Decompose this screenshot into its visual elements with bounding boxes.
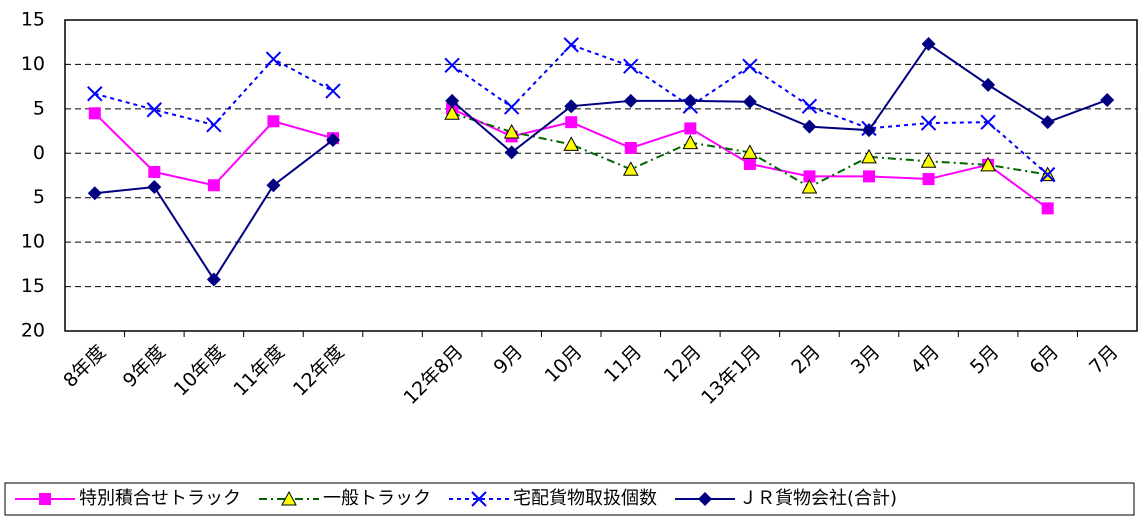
marker — [281, 490, 297, 506]
marker — [326, 132, 340, 147]
marker — [743, 157, 756, 170]
marker — [265, 51, 282, 67]
marker — [206, 272, 221, 287]
legend-label: 特別積合せトラック — [79, 488, 241, 509]
marker — [980, 114, 996, 130]
marker — [683, 93, 698, 108]
marker — [801, 178, 818, 194]
marker — [564, 99, 579, 114]
x-tick-label: 7月 — [1085, 341, 1123, 379]
marker — [504, 145, 519, 160]
x-tick-label: 9月 — [490, 341, 528, 379]
marker — [266, 178, 281, 193]
x-tick-label: 4月 — [906, 341, 944, 379]
x-tick-label: 13年1月 — [697, 341, 765, 409]
x-tick-label: 12月 — [660, 341, 706, 387]
y-tick-label: 15 — [21, 275, 45, 297]
marker — [206, 117, 222, 133]
x-tick-label: 5月 — [966, 341, 1004, 379]
x-tick-label: 10年度 — [170, 341, 230, 401]
y-tick-label: 5 — [33, 186, 45, 208]
marker — [503, 99, 520, 115]
marker — [1039, 166, 1056, 183]
marker — [623, 58, 639, 74]
x-tick-label: 3月 — [847, 341, 885, 379]
legend-label: 一般トラック — [323, 488, 431, 509]
marker — [742, 94, 757, 109]
y-tick-label: 10 — [21, 231, 45, 253]
marker — [267, 115, 280, 128]
x-tick-label: 11月 — [600, 341, 646, 387]
marker — [563, 136, 580, 151]
y-tick-label: 0 — [33, 142, 45, 164]
marker — [39, 493, 51, 505]
marker — [1041, 202, 1054, 215]
marker — [503, 123, 520, 139]
marker — [623, 93, 638, 108]
marker — [684, 122, 697, 135]
marker — [801, 98, 818, 114]
y-tick-label: 10 — [21, 53, 45, 75]
x-tick-label: 10月 — [541, 341, 587, 387]
plot-frame — [64, 19, 1138, 332]
marker — [445, 93, 460, 108]
marker — [563, 37, 579, 53]
marker — [980, 156, 996, 172]
marker — [802, 119, 817, 134]
marker — [148, 165, 161, 178]
marker — [862, 123, 876, 138]
marker — [803, 170, 816, 183]
marker — [742, 58, 758, 74]
legend-label: 宅配貨物取扱個数 — [513, 488, 657, 509]
marker — [565, 116, 578, 129]
legend: 特別積合せトラック 一般トラック 宅配貨物取扱個数 ＪＲ貨物会社(合計) — [4, 482, 1135, 516]
y-tick-label: 15 — [21, 9, 45, 31]
x-tick-label: 12年8月 — [399, 341, 467, 409]
y-tick-label: 5 — [33, 97, 45, 119]
marker — [1100, 92, 1115, 107]
marker — [147, 180, 162, 195]
marker — [742, 144, 758, 159]
x-tick-label: 11年度 — [229, 341, 289, 401]
marker — [682, 134, 699, 150]
legend-label: ＪＲ貨物会社(合計) — [739, 488, 897, 509]
x-tick-label: 6月 — [1026, 341, 1064, 379]
marker — [444, 57, 460, 74]
marker — [921, 36, 936, 51]
marker — [88, 107, 101, 120]
marker — [624, 141, 637, 154]
x-tick-label: 12年度 — [289, 341, 349, 401]
x-tick-label: 8年度 — [59, 341, 110, 392]
x-tick-label: 9年度 — [119, 341, 170, 392]
legend-box — [4, 482, 1135, 516]
marker — [920, 115, 937, 131]
marker — [981, 77, 996, 92]
marker — [922, 173, 935, 186]
marker — [444, 105, 460, 120]
marker — [861, 148, 877, 164]
marker — [325, 83, 341, 99]
marker — [207, 179, 220, 192]
series-line — [94, 42, 1108, 282]
y-tick-label: 20 — [21, 320, 45, 342]
marker — [1040, 115, 1055, 130]
x-tick-label: 2月 — [787, 341, 825, 379]
marker — [863, 170, 875, 183]
marker — [622, 161, 639, 176]
marker — [87, 86, 103, 102]
marker — [146, 102, 163, 118]
marker — [87, 186, 102, 201]
marker — [471, 491, 487, 507]
marker — [920, 153, 937, 168]
marker — [698, 492, 712, 506]
